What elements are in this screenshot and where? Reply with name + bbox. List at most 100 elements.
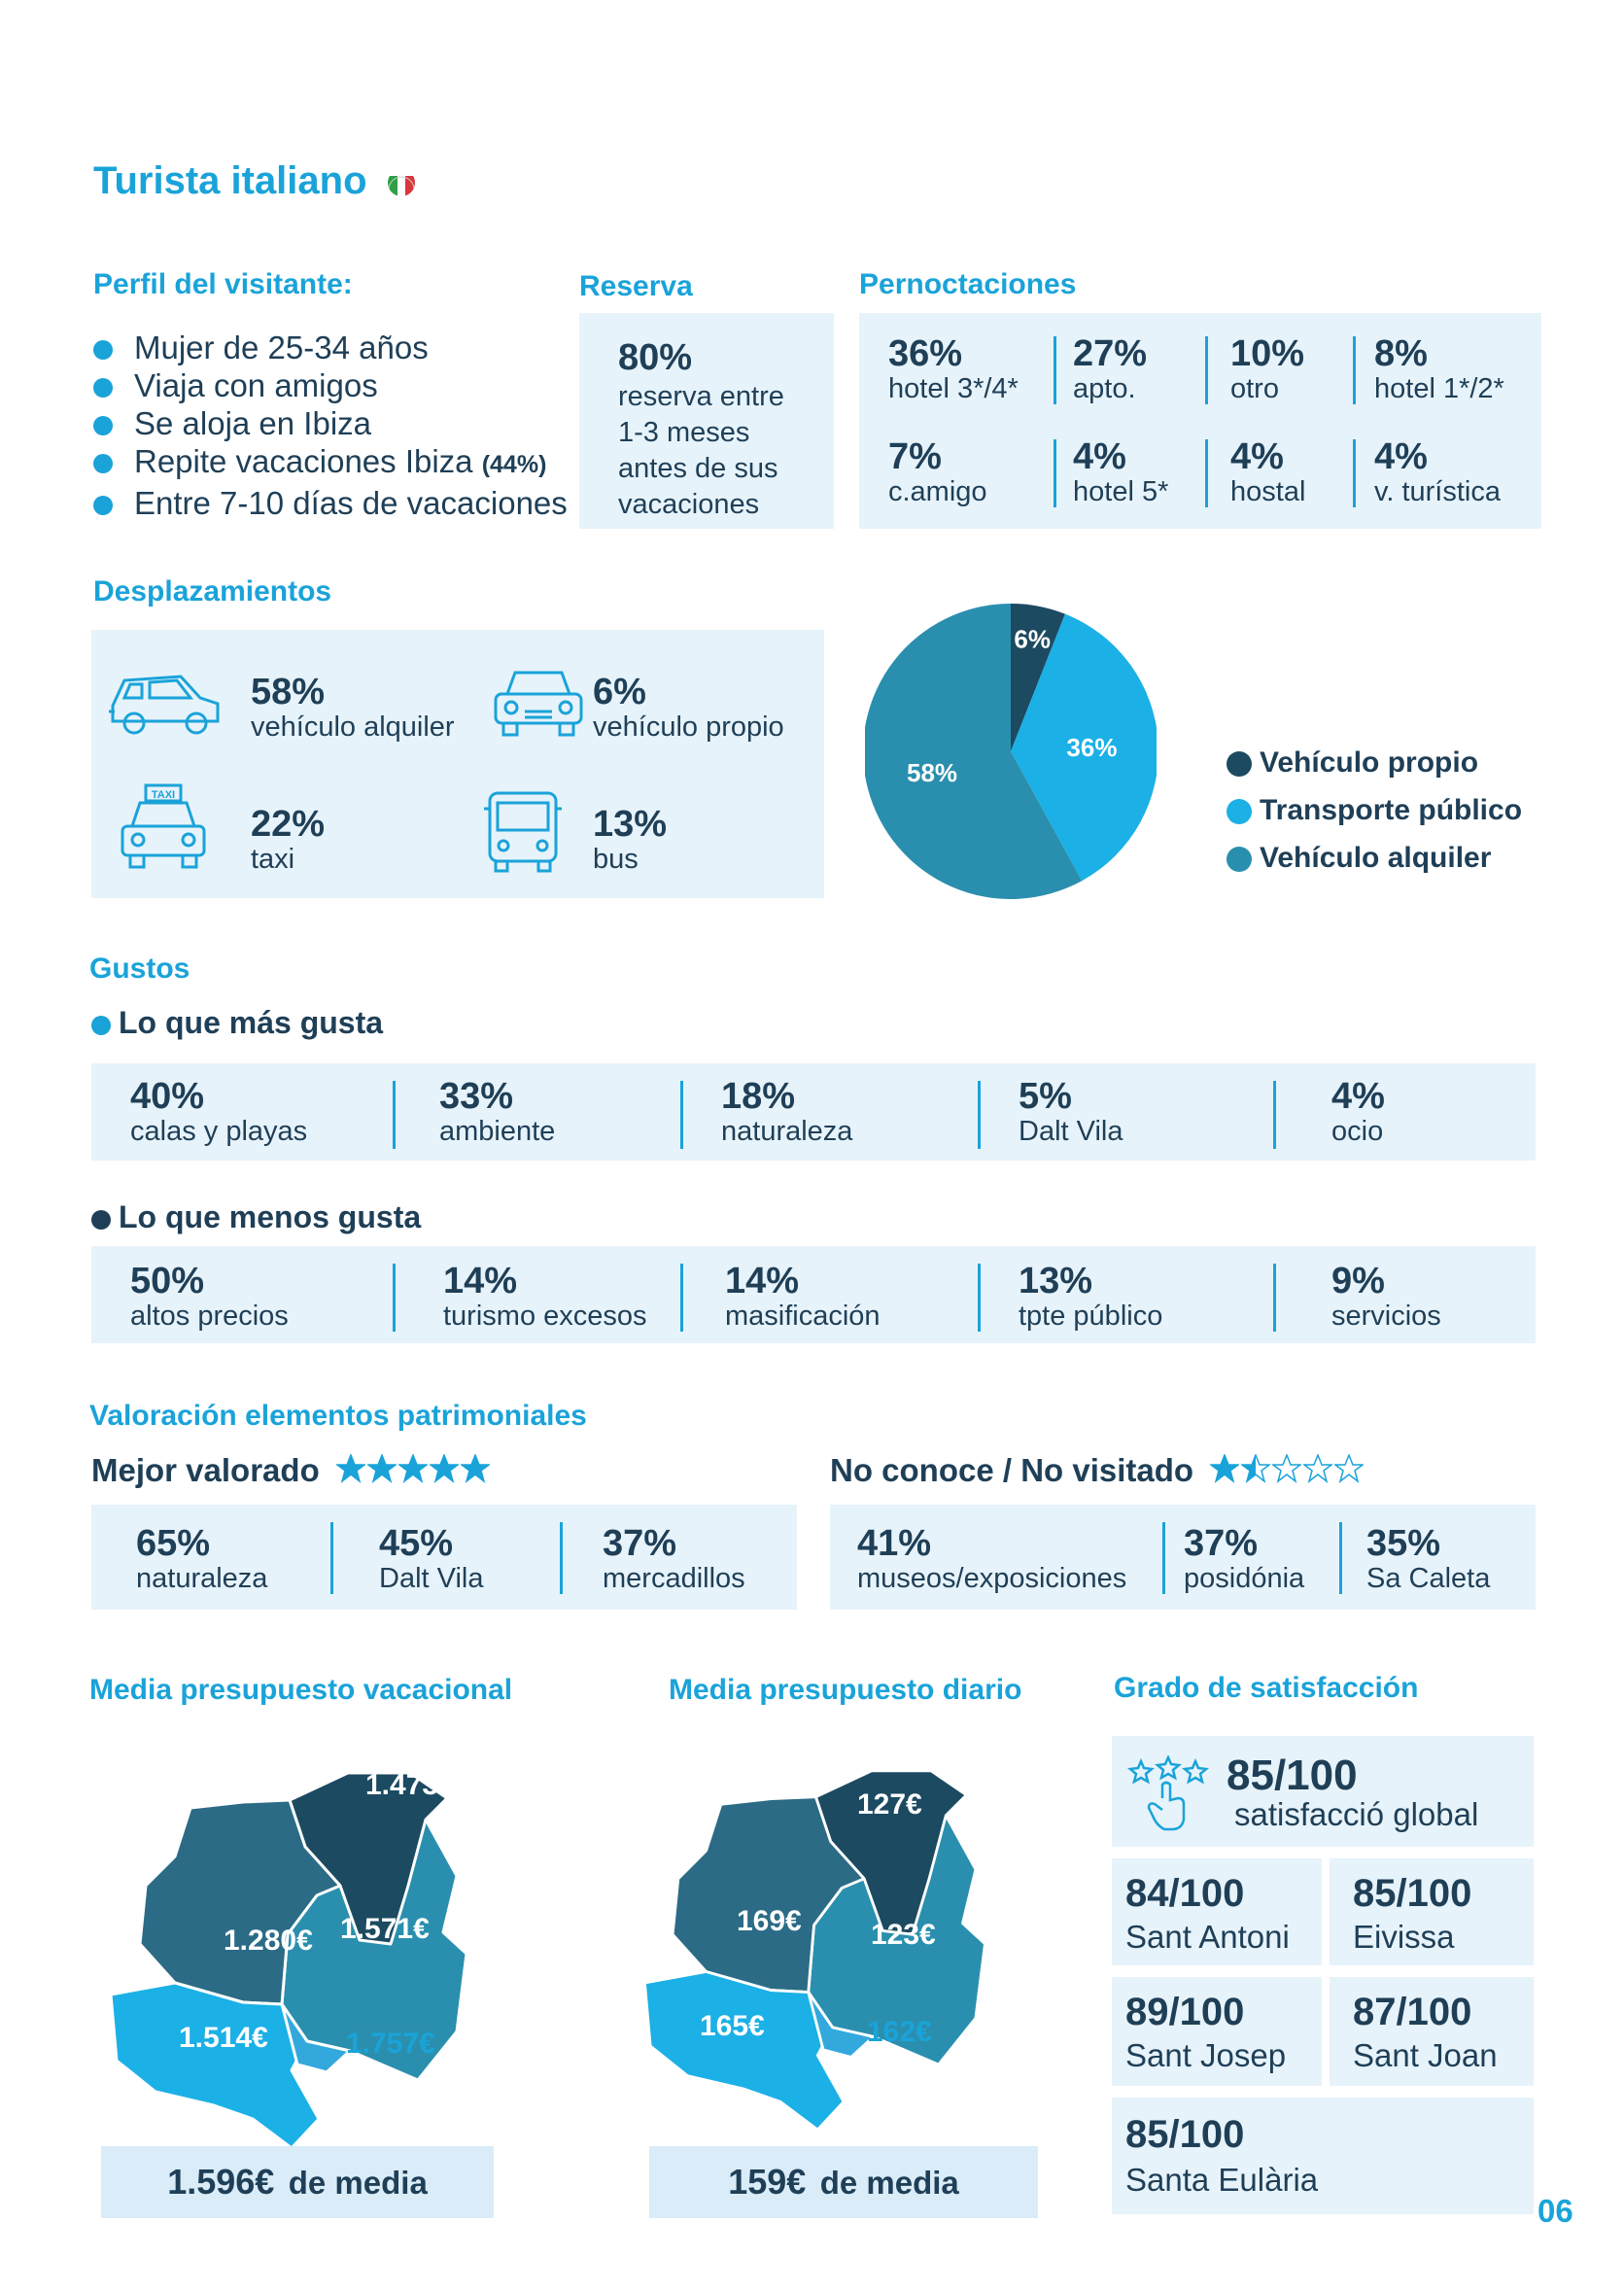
gusto-item: 40% calas y playas <box>130 1076 308 1147</box>
legend-item: Transporte público <box>1227 786 1522 834</box>
map-value-santa-eularia: 127€ <box>857 1788 922 1821</box>
satisfaccion-box: 89/100 Sant Josep <box>1112 1977 1322 2086</box>
gusto-item: 14% turismo excesos <box>443 1261 647 1332</box>
list-item: Entre 7-10 días de vacaciones <box>93 484 568 522</box>
page-title-text: Turista italiano <box>93 159 367 202</box>
map-value-sant-joan: 1.571€ <box>340 1913 430 1945</box>
divider <box>1353 336 1356 404</box>
menos-gusta-heading: Lo que menos gusta <box>91 1199 421 1235</box>
gusto-item: 14% masificación <box>725 1261 881 1332</box>
satisfaccion-global-box: 85/100 satisfacció global <box>1112 1736 1534 1847</box>
page-title: Turista italiano <box>93 159 415 203</box>
satisfaccion-score: 89/100 <box>1125 1991 1245 2033</box>
desplazamiento-item: 13% bus <box>593 804 668 875</box>
map-value-santa-eularia: 1.473€ <box>365 1769 455 1801</box>
mas-gusta-heading: Lo que más gusta <box>91 1005 383 1041</box>
reserva-text: reserva entre 1-3 meses antes de sus vacaci… <box>618 381 784 520</box>
pernoctacion-item: 8% hotel 1*/2* <box>1374 333 1504 404</box>
media-diario-box: 159€ de media <box>649 2146 1038 2218</box>
list-item: Viaja con amigos <box>93 366 568 404</box>
partial-stars-icon <box>1208 1453 1365 1491</box>
pie-slice <box>1011 613 1157 882</box>
pie-slice-label: 6% <box>1014 625 1051 654</box>
pernoctacion-item: 4% hostal <box>1230 436 1306 507</box>
bullet-dark-icon <box>91 1209 111 1230</box>
divider <box>1054 439 1056 507</box>
pie-slice <box>865 604 1083 899</box>
legend-swatch <box>1227 751 1252 778</box>
bus-icon <box>482 789 564 882</box>
reserva-panel: 80% reserva entre 1-3 meses antes de sus va… <box>579 313 834 529</box>
map-value-sant-josep: 1.514€ <box>179 2022 268 2054</box>
valoracion-item: 35% Sa Caleta <box>1366 1523 1491 1594</box>
satisfaccion-label: Sant Antoni <box>1125 1919 1290 1955</box>
five-stars-icon <box>334 1453 492 1491</box>
valoracion-item: 37% posidónia <box>1184 1523 1305 1594</box>
pernoctacion-item: 10% otro <box>1230 333 1305 404</box>
gusto-item: 4% ocio <box>1331 1076 1385 1147</box>
profile-list: Mujer de 25-34 años Viaja con amigos Se … <box>93 329 568 522</box>
bullet-icon <box>91 1015 111 1035</box>
legend-swatch <box>1227 847 1252 873</box>
divider <box>1205 439 1208 507</box>
satisfaccion-box: 84/100 Sant Antoni <box>1112 1858 1322 1965</box>
gusto-item: 50% altos precios <box>130 1261 289 1332</box>
satisfaccion-box: 85/100 Eivissa <box>1330 1858 1534 1965</box>
valoracion-item: 65% naturaleza <box>136 1523 268 1594</box>
divider <box>1339 1522 1342 1594</box>
satisfaccion-label: Sant Joan <box>1353 2037 1498 2073</box>
divider <box>978 1264 981 1332</box>
mejor-valorado-heading: Mejor valorado <box>91 1452 492 1491</box>
presupuesto-vacacional-heading: Media presupuesto vacacional <box>89 1674 513 1706</box>
satisfaccion-score: 87/100 <box>1353 1991 1472 2033</box>
legend-swatch <box>1227 799 1252 825</box>
divider <box>393 1081 396 1149</box>
satisfaccion-global-label: satisfacció global <box>1234 1796 1479 1832</box>
satisfaccion-label: Eivissa <box>1353 1919 1455 1955</box>
divider <box>1162 1522 1165 1594</box>
divider <box>1353 439 1356 507</box>
no-conoce-panel: 41% museos/exposiciones 37% posidónia 35% S… <box>830 1505 1536 1610</box>
valoracion-item: 37% mercadillos <box>603 1523 745 1594</box>
valoracion-item: 45% Dalt Vila <box>379 1523 484 1594</box>
legend-item: Vehículo propio <box>1227 739 1522 786</box>
list-item: Mujer de 25-34 años <box>93 329 568 366</box>
satisfaccion-global-score: 85/100 <box>1227 1752 1358 1799</box>
divider <box>1273 1264 1276 1332</box>
satisfaccion-label: Sant Josep <box>1125 2037 1287 2073</box>
desplazamientos-panel: 58% vehículo alquiler 6% vehículo propio T… <box>91 630 824 898</box>
italy-flag-icon <box>387 169 415 197</box>
map-value-sant-antoni: 169€ <box>737 1905 802 1937</box>
profile-heading: Perfil del visitante: <box>93 268 353 300</box>
satisfaccion-score: 85/100 <box>1353 1872 1472 1915</box>
map-value-sant-josep: 165€ <box>700 2010 765 2042</box>
ibiza-map-diario: 127€ 169€ 123€ 165€ 162€ <box>632 1730 1059 2148</box>
satisfaccion-box: 85/100 Santa Eulària <box>1112 2098 1534 2214</box>
satisfaccion-label: Santa Eulària <box>1125 2162 1319 2198</box>
divider <box>393 1264 396 1332</box>
gusto-item: 13% tpte público <box>1019 1261 1163 1332</box>
list-item: Se aloja en Ibiza <box>93 404 568 442</box>
bullet-icon <box>93 454 113 474</box>
divider <box>1273 1081 1276 1149</box>
pie-slice <box>1011 604 1065 751</box>
divider <box>1205 336 1208 404</box>
pernoctaciones-heading: Pernoctaciones <box>859 268 1077 300</box>
pie-slice-label: 36% <box>1066 733 1117 762</box>
satisfaccion-heading: Grado de satisfacción <box>1114 1672 1419 1704</box>
satisfaccion-box: 87/100 Sant Joan <box>1330 1977 1534 2086</box>
valoracion-item: 41% museos/exposiciones <box>857 1523 1127 1594</box>
divider <box>680 1264 683 1332</box>
no-conoce-heading: No conoce / No visitado <box>830 1452 1365 1491</box>
divider <box>978 1081 981 1149</box>
mas-gusta-panel: 40% calas y playas 33% ambiente 18% natural… <box>91 1063 1536 1161</box>
satisfaccion-score: 85/100 <box>1125 2113 1245 2156</box>
gusto-item: 33% ambiente <box>439 1076 556 1147</box>
desplazamiento-item: 22% taxi <box>251 804 326 875</box>
pernoctacion-item: 4% v. turística <box>1374 436 1501 507</box>
menos-gusta-panel: 50% altos precios 14% turismo excesos 14% m… <box>91 1246 1536 1343</box>
pie-slice-label: 58% <box>907 758 957 787</box>
pernoctacion-item: 4% hotel 5* <box>1073 436 1169 507</box>
page-number: 06 <box>1538 2193 1573 2229</box>
divider <box>330 1522 333 1594</box>
